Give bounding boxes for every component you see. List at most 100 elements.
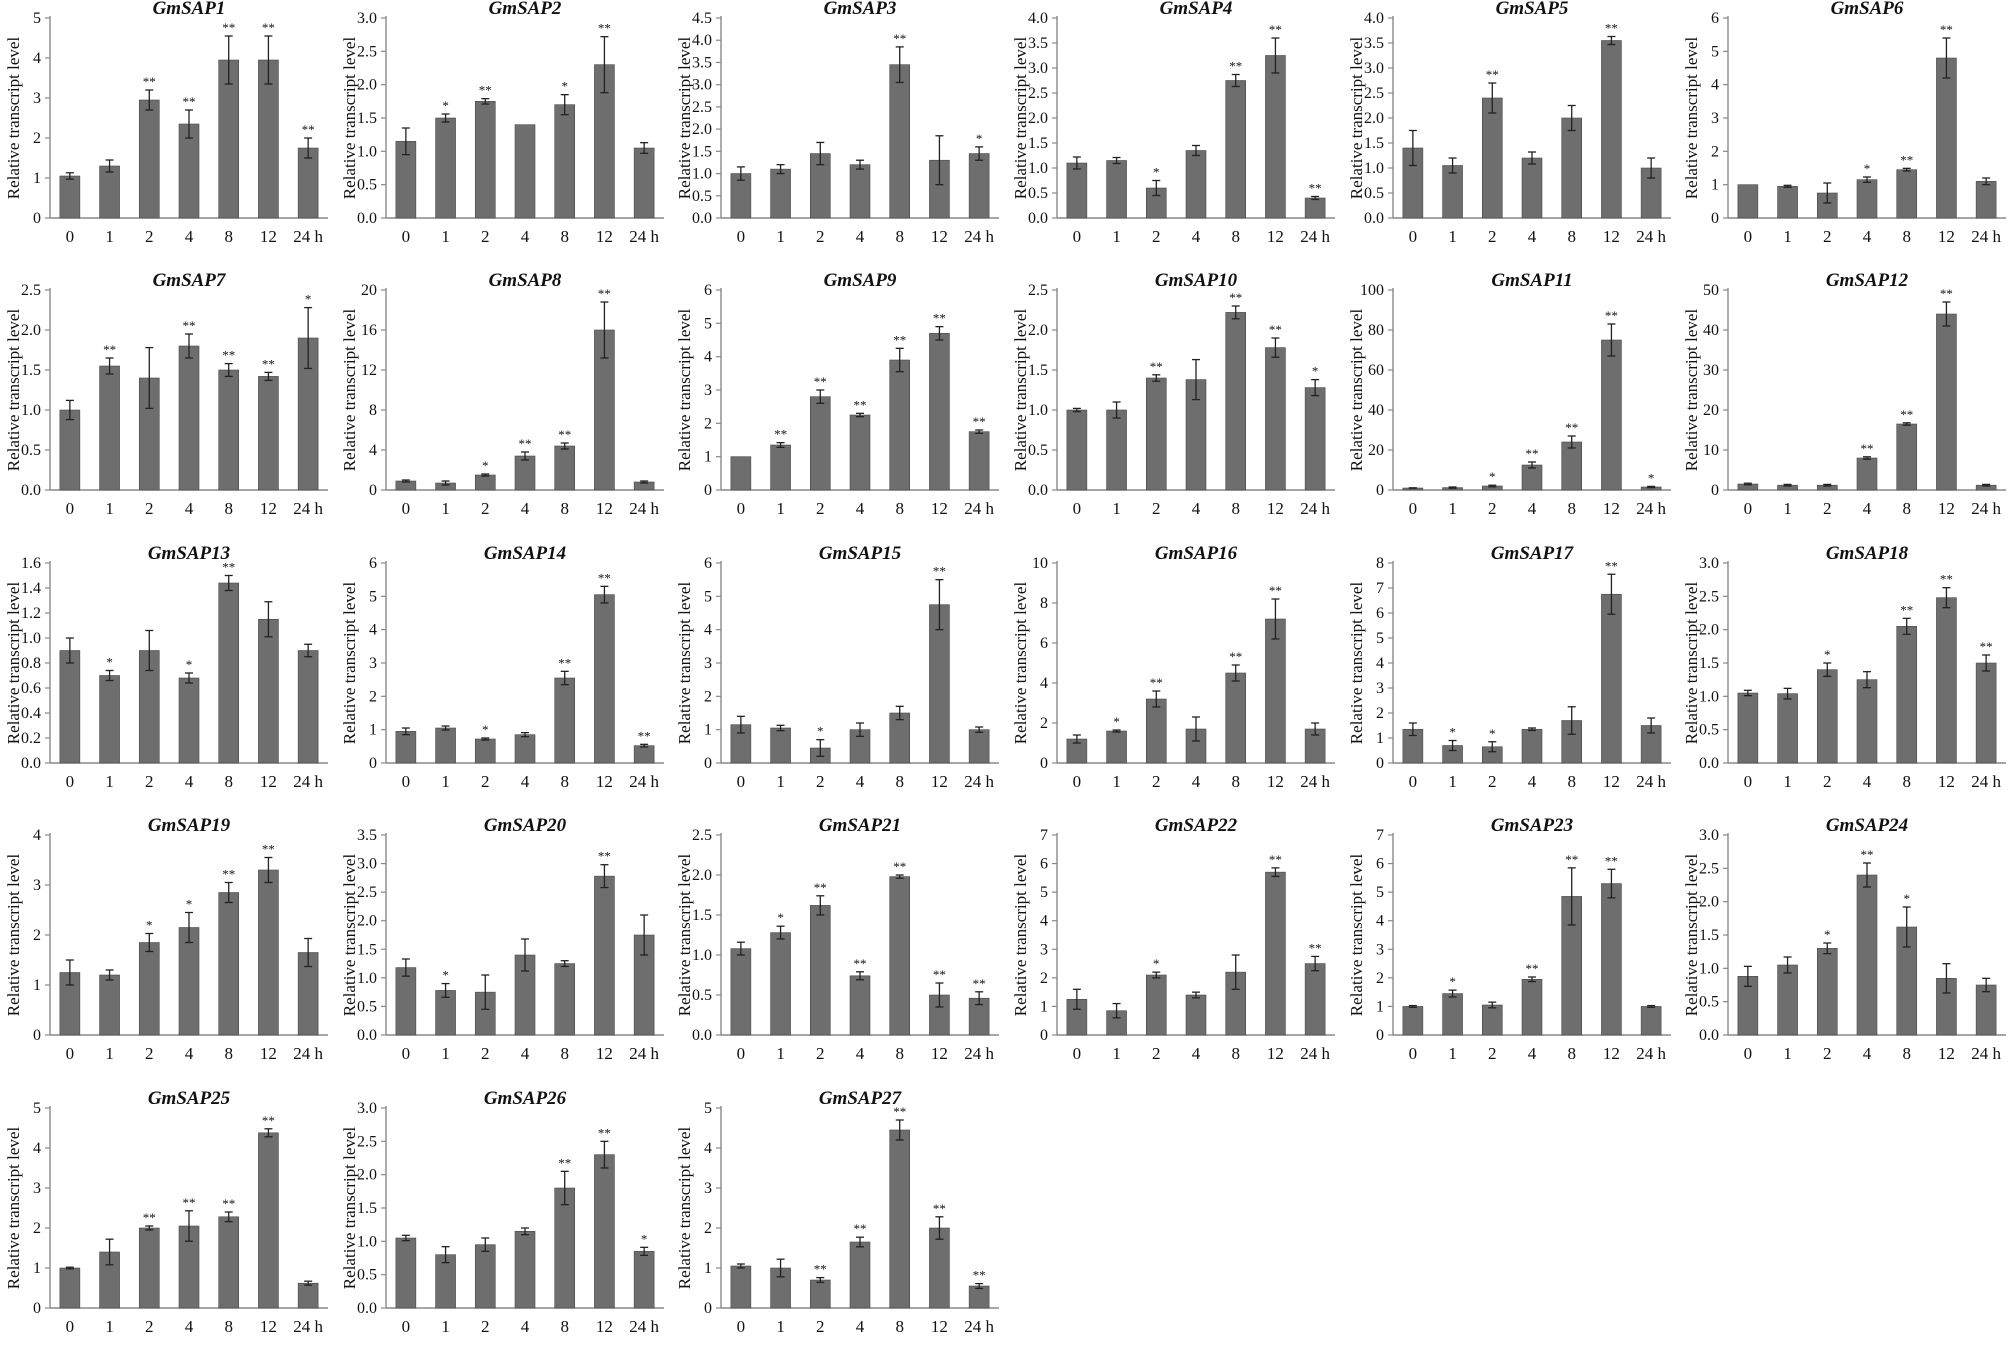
- panel-title: GmSAP27: [819, 1088, 903, 1109]
- bar: [1896, 424, 1918, 491]
- significance-label: *: [1864, 161, 1871, 176]
- bar: [554, 963, 575, 1036]
- bar: [633, 147, 655, 219]
- bar: [59, 175, 81, 219]
- y-axis-label: Relative transcript level: [1011, 854, 1030, 1017]
- y-axis-label: Relative transcript level: [340, 309, 359, 472]
- y-tick-label: 1.5: [1028, 135, 1048, 152]
- x-tick-label: 24 h: [1636, 227, 1666, 246]
- y-tick-label: 2.0: [357, 77, 377, 94]
- significance-label: **: [1229, 59, 1242, 74]
- bar: [514, 124, 535, 219]
- y-tick-label: 4: [33, 827, 41, 844]
- y-tick-label: 1.0: [1028, 160, 1048, 177]
- significance-label: **: [598, 21, 611, 36]
- panel-title: GmSAP25: [148, 1088, 231, 1109]
- y-tick-label: 8: [1376, 555, 1384, 572]
- y-tick-label: 0: [369, 482, 377, 499]
- x-tick-label: 24 h: [293, 1317, 323, 1336]
- x-tick-label: 1: [1784, 772, 1793, 791]
- y-tick-label: 1.0: [357, 970, 377, 987]
- significance-label: **: [774, 427, 787, 442]
- y-tick-label: 0.5: [357, 1266, 377, 1283]
- bar: [474, 101, 496, 219]
- y-tick-label: 3: [1040, 941, 1048, 958]
- x-tick-label: 12: [1603, 1044, 1620, 1063]
- x-tick-label: 12: [1603, 227, 1620, 246]
- x-tick-label: 24 h: [629, 1317, 659, 1336]
- significance-label: *: [1449, 974, 1456, 989]
- chart-panel: GmSAP13 Relative transcript level 0.0 0.2 0.…: [4, 543, 328, 791]
- y-tick-label: 4: [704, 1140, 712, 1157]
- significance-label: **: [1229, 649, 1242, 664]
- y-tick-label: 2.5: [692, 827, 712, 844]
- x-tick-label: 8: [560, 227, 569, 246]
- significance-label: **: [814, 1261, 827, 1276]
- x-tick-label: 8: [896, 1044, 905, 1063]
- bar: [218, 892, 240, 1036]
- y-tick-label: 2.5: [21, 282, 41, 299]
- significance-label: *: [561, 79, 568, 94]
- y-tick-label: 3.0: [357, 856, 377, 873]
- y-tick-label: 2: [704, 416, 712, 433]
- x-tick-label: 8: [224, 499, 233, 518]
- bar: [1145, 378, 1167, 491]
- bar: [1936, 57, 1958, 219]
- significance-label: **: [518, 436, 531, 451]
- y-tick-label: 1: [1040, 999, 1048, 1016]
- significance-label: **: [1269, 22, 1282, 37]
- y-tick-label: 1.5: [357, 110, 377, 127]
- bar: [1777, 186, 1799, 219]
- bar: [593, 876, 615, 1036]
- significance-label: **: [262, 357, 275, 372]
- x-tick-label: 1: [441, 1317, 450, 1336]
- y-axis-label: Relative transcript level: [1682, 309, 1701, 472]
- x-tick-label: 0: [737, 1317, 746, 1336]
- bar: [730, 1265, 752, 1308]
- x-tick-label: 4: [185, 227, 194, 246]
- significance-label: **: [222, 20, 235, 35]
- y-tick-label: 0: [1040, 755, 1048, 772]
- x-tick-label: 8: [1903, 772, 1912, 791]
- x-tick-label: 2: [1823, 1044, 1832, 1063]
- y-tick-label: 7: [1376, 580, 1384, 597]
- y-tick-label: 0.5: [692, 987, 712, 1004]
- significance-label: **: [1269, 583, 1282, 598]
- chart-panel: GmSAP16 Relative transcript level 0 2 4 6 8 10 0…: [1011, 543, 1335, 791]
- bar: [1265, 618, 1286, 764]
- y-tick-label: 0.4: [21, 705, 41, 722]
- x-tick-label: 4: [185, 499, 194, 518]
- bar: [1600, 340, 1622, 491]
- y-tick-label: 1: [704, 721, 712, 738]
- x-tick-label: 8: [1231, 227, 1240, 246]
- bar: [218, 1216, 240, 1308]
- bar: [1185, 150, 1207, 219]
- significance-label: **: [1605, 853, 1618, 868]
- y-axis-label: Relative transcript level: [1347, 309, 1366, 472]
- y-tick-label: 0.8: [21, 655, 41, 672]
- y-tick-label: 5: [704, 316, 712, 333]
- significance-label: **: [1940, 571, 1953, 586]
- y-tick-label: 0.5: [357, 999, 377, 1016]
- y-tick-label: 1.5: [1699, 655, 1719, 672]
- bar: [59, 410, 81, 491]
- x-tick-label: 12: [931, 1044, 948, 1063]
- y-tick-label: 1.0: [1364, 160, 1384, 177]
- x-tick-label: 2: [1488, 227, 1497, 246]
- x-tick-label: 8: [560, 772, 569, 791]
- significance-label: **: [222, 1196, 235, 1211]
- bar: [770, 727, 792, 764]
- y-tick-label: 3.0: [692, 77, 712, 94]
- x-tick-label: 24 h: [965, 1044, 995, 1063]
- y-tick-label: 3: [1711, 110, 1719, 127]
- bar: [770, 932, 792, 1036]
- x-tick-label: 12: [260, 499, 277, 518]
- x-tick-label: 8: [896, 499, 905, 518]
- x-tick-label: 2: [145, 499, 154, 518]
- y-tick-label: 1.4: [21, 580, 41, 597]
- y-axis-label: Relative transcript level: [675, 309, 694, 472]
- panel-title: GmSAP16: [1155, 543, 1238, 564]
- y-tick-label: 4: [33, 1140, 41, 1157]
- y-axis-label: Relative transcript level: [1011, 309, 1030, 472]
